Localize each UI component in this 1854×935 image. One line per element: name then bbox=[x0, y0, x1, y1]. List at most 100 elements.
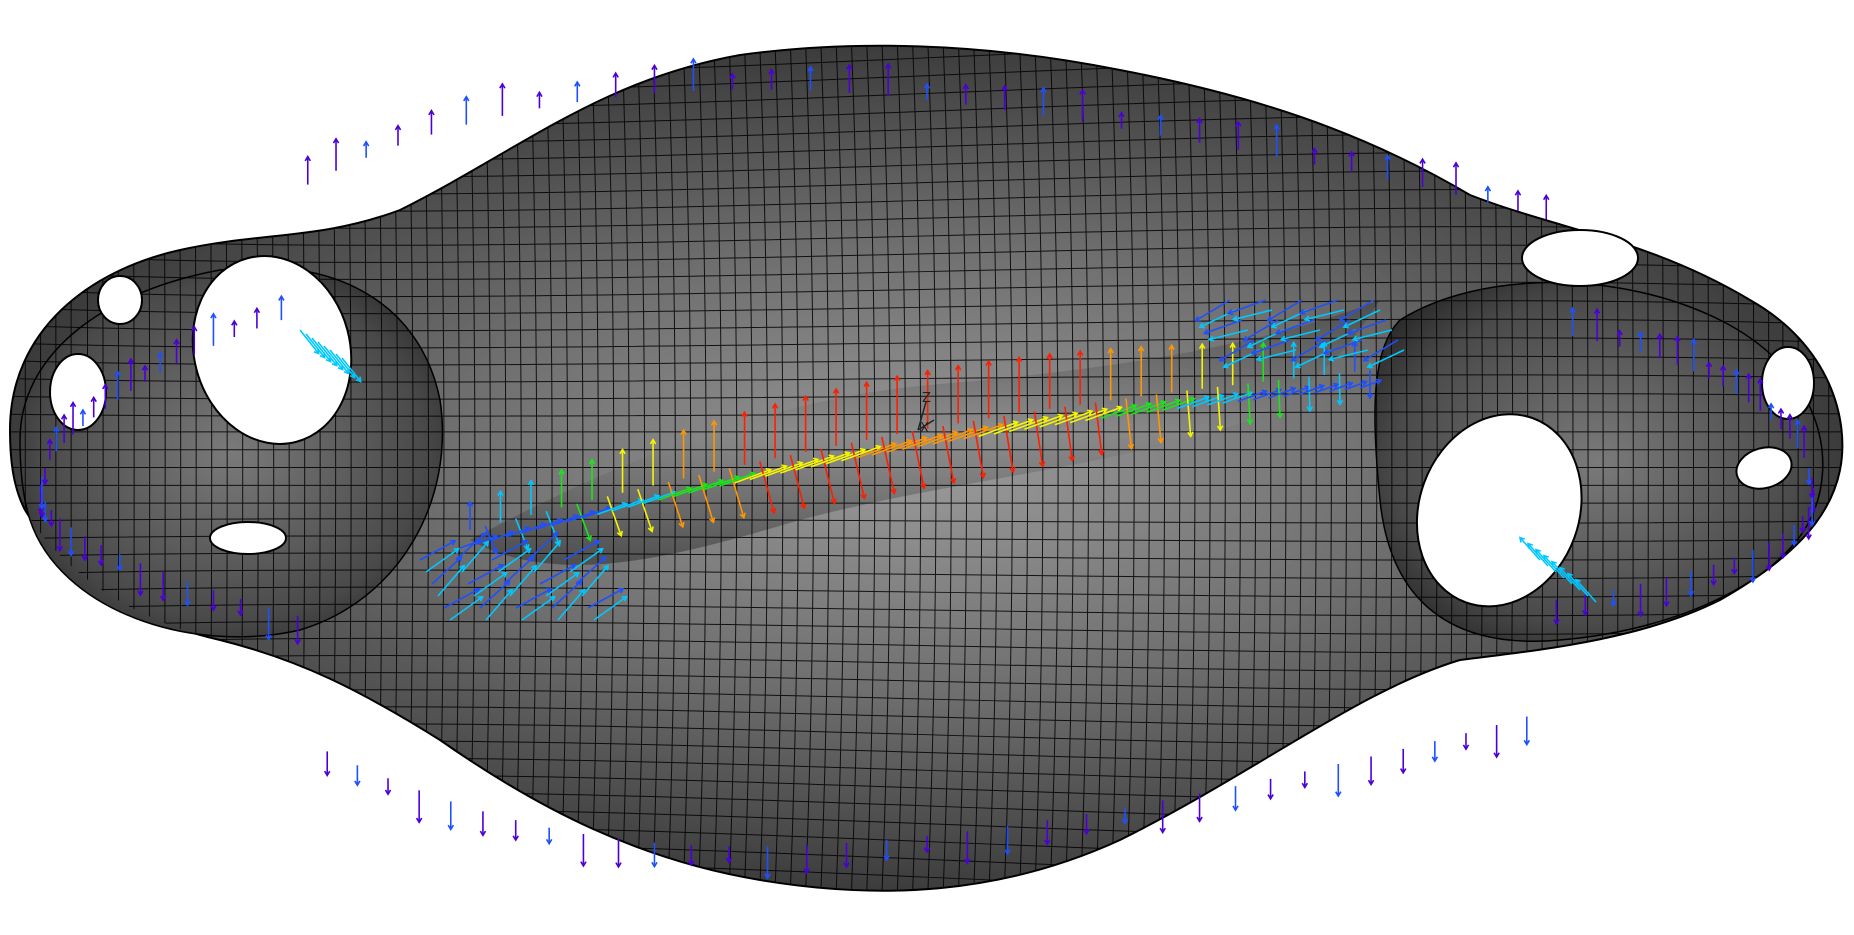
mesh-ring-line bbox=[10, 569, 1843, 580]
vector-arrow bbox=[1710, 564, 1717, 587]
vector-arrow bbox=[1004, 826, 1011, 856]
vector-arrow bbox=[1731, 557, 1738, 576]
vector-arrow bbox=[688, 845, 695, 867]
vector-arrow bbox=[354, 765, 361, 787]
vector-arrow bbox=[651, 842, 658, 869]
vector-arrow bbox=[1273, 123, 1280, 158]
vector-arrow bbox=[954, 364, 962, 424]
vector-arrow bbox=[1001, 84, 1008, 110]
vector-arrow bbox=[127, 357, 135, 391]
vector-arrow bbox=[1799, 516, 1806, 534]
vector-arrow bbox=[41, 468, 49, 486]
vector-arrow bbox=[497, 489, 504, 523]
vector-arrow bbox=[612, 71, 619, 98]
vector-arrow bbox=[588, 458, 596, 501]
vector-arrow bbox=[1719, 364, 1727, 387]
vector-arrow bbox=[1553, 599, 1560, 626]
vector-arrow bbox=[533, 540, 562, 573]
vector-arrow bbox=[993, 418, 1035, 435]
vector-arrow bbox=[962, 83, 970, 105]
vector-arrow bbox=[1574, 578, 1597, 603]
vector-arrow bbox=[137, 563, 144, 597]
left-large-hole bbox=[191, 255, 353, 445]
vector-arrow bbox=[846, 63, 853, 94]
vector-arrow bbox=[48, 509, 55, 528]
vector-arrow bbox=[1749, 549, 1757, 584]
vector-arrow bbox=[46, 438, 54, 460]
vector-arrow bbox=[1159, 800, 1166, 834]
vector-arrow bbox=[1790, 525, 1798, 547]
vector-arrow bbox=[1786, 413, 1794, 439]
vector-arrow bbox=[42, 501, 49, 523]
vector-arrow bbox=[97, 545, 105, 567]
vector-arrow bbox=[1514, 189, 1522, 211]
vector-arrow bbox=[1168, 343, 1175, 393]
vector-arrow bbox=[1094, 402, 1105, 457]
vector-arrow bbox=[1290, 339, 1327, 362]
vector-arrow bbox=[1550, 560, 1573, 585]
vector-arrow bbox=[580, 833, 587, 868]
vector-arrow bbox=[575, 555, 607, 585]
vector-arrow bbox=[741, 410, 748, 465]
vector-arrow bbox=[102, 383, 109, 409]
vector-arrow bbox=[881, 436, 897, 495]
vector-arrow bbox=[1687, 571, 1695, 597]
vector-arrow bbox=[1335, 763, 1342, 798]
mesh-ring-line bbox=[10, 586, 1843, 598]
vector-arrow bbox=[710, 419, 718, 472]
vector-arrow bbox=[856, 441, 898, 459]
vector-arrow bbox=[1226, 299, 1267, 316]
vector-arrow bbox=[963, 422, 1004, 440]
vector-arrow bbox=[466, 500, 474, 530]
vector-arrow bbox=[1076, 349, 1084, 405]
vector-arrow bbox=[886, 436, 928, 453]
vector-arrow bbox=[1329, 381, 1354, 393]
vector-arrow bbox=[1196, 793, 1203, 823]
vector-arrow bbox=[581, 564, 610, 597]
vector-arrow bbox=[491, 539, 529, 561]
vector-arrow bbox=[536, 90, 543, 109]
vector-arrow bbox=[1523, 716, 1531, 747]
vector-arrow bbox=[1046, 352, 1053, 409]
vector-arrow bbox=[680, 428, 687, 479]
vector-arrow bbox=[1196, 117, 1203, 143]
vector-arrow bbox=[294, 615, 301, 646]
vector-arrow bbox=[156, 351, 164, 373]
vector-arrow bbox=[728, 467, 746, 520]
vector-arrow bbox=[1569, 306, 1576, 337]
vector-arrow bbox=[461, 540, 490, 573]
vector-arrow bbox=[455, 531, 487, 561]
vector-arrow bbox=[759, 461, 777, 515]
vector-arrow bbox=[467, 563, 505, 585]
vector-arrow bbox=[1534, 548, 1557, 573]
vector-arrow bbox=[1024, 413, 1064, 430]
vector-arrow bbox=[1342, 309, 1381, 329]
vector-arrow bbox=[1805, 468, 1813, 486]
vector-arrow bbox=[1542, 554, 1565, 579]
vector-arrow bbox=[1805, 506, 1812, 541]
triad-x-axis bbox=[917, 419, 935, 431]
vector-arrow bbox=[1327, 349, 1369, 362]
vector-arrow bbox=[923, 836, 931, 854]
vector-arrow bbox=[1690, 337, 1698, 372]
triad-x-label: X bbox=[920, 421, 929, 436]
vector-arrow bbox=[1202, 319, 1243, 336]
vector-arrow bbox=[1298, 299, 1339, 316]
vector-arrow bbox=[545, 827, 553, 846]
vector-arrow bbox=[1216, 386, 1224, 432]
vector-arrow bbox=[1705, 360, 1713, 379]
vector-arrow bbox=[1344, 380, 1368, 391]
vector-arrow bbox=[1235, 120, 1242, 150]
right-small-hole bbox=[1735, 446, 1793, 490]
vector-arrow bbox=[1663, 577, 1670, 608]
vector-arrow bbox=[574, 80, 581, 103]
vector-arrow bbox=[419, 539, 457, 561]
vector-arrow bbox=[771, 402, 779, 459]
vector-arrow bbox=[893, 374, 901, 435]
vector-arrow bbox=[231, 319, 238, 338]
vector-arrow bbox=[497, 547, 532, 573]
vector-arrow bbox=[1040, 86, 1047, 116]
vector-arrow bbox=[1346, 319, 1387, 336]
vector-arrow bbox=[81, 536, 89, 562]
